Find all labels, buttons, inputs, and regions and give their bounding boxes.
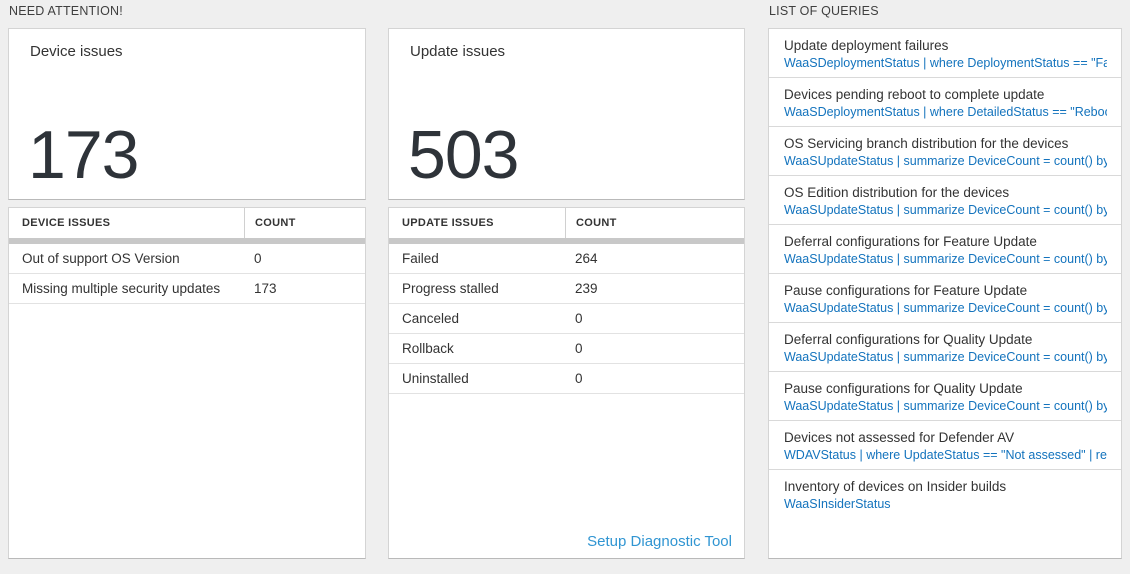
query-text: WaaSUpdateStatus | summarize DeviceCount… — [784, 252, 1107, 266]
setup-diagnostic-tool-link[interactable]: Setup Diagnostic Tool — [587, 533, 732, 550]
device-issues-table-header: DEVICE ISSUES COUNT — [9, 208, 365, 238]
query-text: WaaSUpdateStatus | summarize DeviceCount… — [784, 154, 1107, 168]
issue-count: 173 — [254, 281, 277, 296]
list-of-queries-label: LIST OF QUERIES — [769, 4, 879, 18]
table-row-out-of-support-os[interactable]: Out of support OS Version 0 — [9, 244, 365, 274]
query-title: Inventory of devices on Insider builds — [784, 479, 1007, 494]
table-row-rollback[interactable]: Rollback 0 — [389, 334, 744, 364]
query-title: Update deployment failures — [784, 38, 949, 53]
issue-count: 239 — [575, 281, 598, 296]
update-issues-table: UPDATE ISSUES COUNT Failed 264 Progress … — [388, 207, 745, 559]
issue-label: Missing multiple security updates — [22, 281, 221, 296]
count-column-header: COUNT — [244, 208, 365, 238]
table-row-canceled[interactable]: Canceled 0 — [389, 304, 744, 334]
query-text: WaaSUpdateStatus | summarize DeviceCount… — [784, 399, 1107, 413]
update-issues-tile-title: Update issues — [410, 43, 506, 60]
query-title: Devices not assessed for Defender AV — [784, 430, 1015, 445]
issue-count: 0 — [254, 251, 262, 266]
query-title: Deferral configurations for Feature Upda… — [784, 234, 1037, 249]
header-separator-bar — [389, 238, 744, 244]
query-title: Deferral configurations for Quality Upda… — [784, 332, 1033, 347]
table-row-uninstalled[interactable]: Uninstalled 0 — [389, 364, 744, 394]
query-title: OS Servicing branch distribution for the… — [784, 136, 1069, 151]
query-item-pause-quality-update[interactable]: Pause configurations for Quality Update … — [769, 372, 1121, 421]
count-column-header: COUNT — [565, 208, 744, 238]
query-text: WaaSInsiderStatus — [784, 497, 891, 511]
query-item-inventory-insider-builds[interactable]: Inventory of devices on Insider builds W… — [769, 470, 1121, 518]
query-list-panel: Update deployment failures WaaSDeploymen… — [768, 28, 1122, 559]
query-title: Pause configurations for Feature Update — [784, 283, 1028, 298]
update-issues-column-header: UPDATE ISSUES — [402, 217, 494, 229]
query-item-update-deployment-failures[interactable]: Update deployment failures WaaSDeploymen… — [769, 29, 1121, 78]
update-issues-total-count: 503 — [408, 117, 519, 193]
query-item-devices-not-assessed-defender[interactable]: Devices not assessed for Defender AV WDA… — [769, 421, 1121, 470]
query-text: WaaSDeploymentStatus | where DetailedSta… — [784, 105, 1107, 119]
table-row-progress-stalled[interactable]: Progress stalled 239 — [389, 274, 744, 304]
query-item-deferral-feature-update[interactable]: Deferral configurations for Feature Upda… — [769, 225, 1121, 274]
issue-label: Failed — [402, 251, 439, 266]
query-item-devices-pending-reboot[interactable]: Devices pending reboot to complete updat… — [769, 78, 1121, 127]
device-issues-total-count: 173 — [28, 117, 139, 193]
issue-label: Progress stalled — [402, 281, 499, 296]
query-text: WaaSUpdateStatus | summarize DeviceCount… — [784, 301, 1107, 315]
query-item-deferral-quality-update[interactable]: Deferral configurations for Quality Upda… — [769, 323, 1121, 372]
query-item-os-edition-distribution[interactable]: OS Edition distribution for the devices … — [769, 176, 1121, 225]
issue-count: 0 — [575, 371, 583, 386]
device-issues-tile[interactable]: Device issues 173 — [8, 28, 366, 200]
query-item-pause-feature-update[interactable]: Pause configurations for Feature Update … — [769, 274, 1121, 323]
query-text: WDAVStatus | where UpdateStatus == "Not … — [784, 448, 1107, 462]
query-title: Pause configurations for Quality Update — [784, 381, 1023, 396]
issue-count: 264 — [575, 251, 598, 266]
issue-count: 0 — [575, 341, 583, 356]
query-text: WaaSDeploymentStatus | where DeploymentS… — [784, 56, 1107, 70]
query-title: Devices pending reboot to complete updat… — [784, 87, 1045, 102]
issue-label: Canceled — [402, 311, 460, 326]
query-text: WaaSUpdateStatus | summarize DeviceCount… — [784, 350, 1107, 364]
device-issues-column-header: DEVICE ISSUES — [22, 217, 111, 229]
update-issues-table-header: UPDATE ISSUES COUNT — [389, 208, 744, 238]
table-row-failed[interactable]: Failed 264 — [389, 244, 744, 274]
query-text: WaaSUpdateStatus | summarize DeviceCount… — [784, 203, 1107, 217]
header-separator-bar — [9, 238, 365, 244]
device-issues-tile-title: Device issues — [30, 43, 123, 60]
issue-label: Out of support OS Version — [22, 251, 180, 266]
issue-label: Rollback — [402, 341, 454, 356]
device-issues-table: DEVICE ISSUES COUNT Out of support OS Ve… — [8, 207, 366, 559]
need-attention-label: NEED ATTENTION! — [9, 4, 123, 18]
issue-count: 0 — [575, 311, 583, 326]
issue-label: Uninstalled — [402, 371, 469, 386]
table-row-missing-security-updates[interactable]: Missing multiple security updates 173 — [9, 274, 365, 304]
query-title: OS Edition distribution for the devices — [784, 185, 1010, 200]
update-issues-tile[interactable]: Update issues 503 — [388, 28, 745, 200]
query-item-os-servicing-branch[interactable]: OS Servicing branch distribution for the… — [769, 127, 1121, 176]
